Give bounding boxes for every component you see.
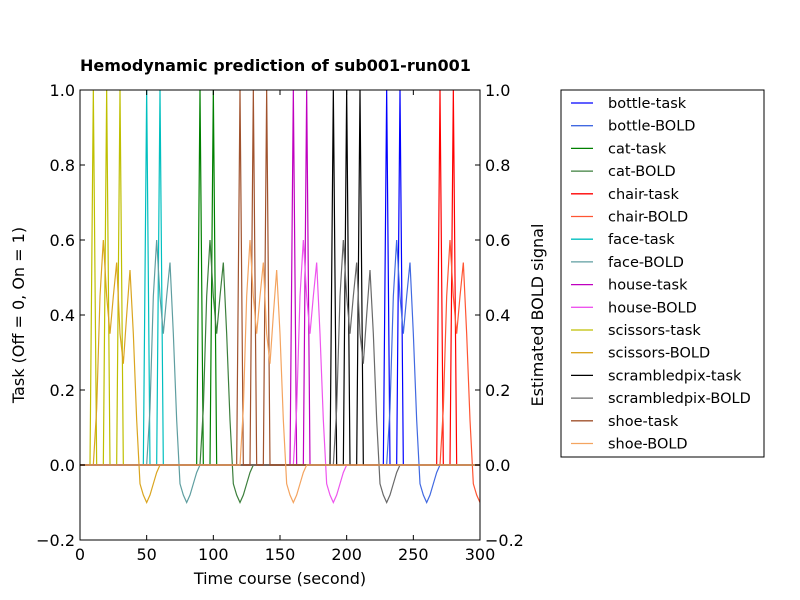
- y-tick-label-left: −0.2: [36, 531, 75, 550]
- chart-title: Hemodynamic prediction of sub001-run001: [80, 56, 471, 75]
- legend-label-chair-task: chair-task: [608, 187, 679, 203]
- y-tick-label-left: 0.6: [50, 231, 75, 250]
- series-line-cat-BOLD: [80, 239, 480, 504]
- series-line-bottle-BOLD: [80, 239, 480, 504]
- y-tick-label-right: 0.2: [485, 381, 510, 400]
- series-line-scrambledpix-BOLD: [80, 239, 480, 504]
- legend-label-shoe-BOLD: shoe-BOLD: [608, 437, 688, 453]
- series-line-house-task: [80, 89, 480, 466]
- y-tick-label-right: 0.6: [485, 231, 510, 250]
- series-line-scissors-BOLD: [80, 239, 480, 504]
- x-tick-label: 200: [331, 545, 362, 564]
- legend-label-face-task: face-task: [608, 232, 675, 248]
- legend-label-scrambledpix-task: scrambledpix-task: [608, 368, 742, 384]
- legend-label-scrambledpix-BOLD: scrambledpix-BOLD: [608, 391, 751, 407]
- series-line-cat-task: [80, 89, 480, 466]
- x-axis-label: Time course (second): [193, 569, 366, 588]
- series-line-face-task: [80, 89, 480, 466]
- y-tick-label-left: 0.4: [50, 306, 75, 325]
- y-tick-label-left: 0.0: [50, 456, 75, 475]
- x-tick-label: 0: [75, 545, 85, 564]
- legend-label-scissors-task: scissors-task: [608, 323, 701, 339]
- y-tick-label-left: 0.2: [50, 381, 75, 400]
- series-layer: [80, 89, 481, 504]
- series-line-scissors-task: [80, 89, 480, 466]
- legend-label-shoe-task: shoe-task: [608, 414, 679, 430]
- ticks-layer: 0 50 100 150 200 250 300−0.2 −0.20.0 0.00.2 0.20.…: [36, 81, 524, 564]
- y-axis-label-left: Task (Off = 0, On = 1): [9, 227, 28, 404]
- series-line-chair-BOLD: [80, 239, 481, 503]
- y-tick-label-right: 0.0: [485, 456, 510, 475]
- series-line-house-BOLD: [80, 239, 480, 504]
- legend-label-cat-BOLD: cat-BOLD: [608, 164, 676, 180]
- series-line-shoe-task: [80, 89, 480, 466]
- y-axis-label-right: Estimated BOLD signal: [528, 224, 547, 407]
- x-tick-label: 300: [465, 545, 496, 564]
- legend: bottle-task bottle-BOLD cat-task cat-BOLD ch…: [560, 89, 765, 458]
- series-line-face-BOLD: [80, 239, 480, 504]
- series-line-bottle-task: [80, 89, 480, 466]
- legend-items: bottle-task bottle-BOLD cat-task cat-BOLD ch…: [571, 96, 751, 453]
- y-tick-label-right: 0.8: [485, 156, 510, 175]
- legend-label-chair-BOLD: chair-BOLD: [608, 210, 688, 226]
- legend-label-house-task: house-task: [608, 278, 688, 294]
- y-tick-label-right: −0.2: [485, 531, 524, 550]
- y-tick-label-left: 1.0: [50, 81, 75, 100]
- legend-label-face-BOLD: face-BOLD: [608, 255, 684, 271]
- legend-label-scissors-BOLD: scissors-BOLD: [608, 346, 710, 362]
- legend-label-bottle-BOLD: bottle-BOLD: [608, 119, 695, 135]
- series-line-shoe-BOLD: [80, 239, 480, 504]
- y-tick-label-right: 0.4: [485, 306, 510, 325]
- legend-label-cat-task: cat-task: [608, 141, 667, 157]
- y-tick-label-right: 1.0: [485, 81, 510, 100]
- legend-label-bottle-task: bottle-task: [608, 96, 687, 112]
- x-tick-label: 100: [198, 545, 229, 564]
- series-line-chair-task: [80, 89, 480, 466]
- x-tick-label: 50: [136, 545, 156, 564]
- legend-label-house-BOLD: house-BOLD: [608, 300, 697, 316]
- legend-box: [560, 89, 765, 458]
- x-tick-label: 250: [398, 545, 429, 564]
- y-tick-label-left: 0.8: [50, 156, 75, 175]
- x-tick-label: 150: [265, 545, 296, 564]
- series-line-scrambledpix-task: [80, 89, 480, 466]
